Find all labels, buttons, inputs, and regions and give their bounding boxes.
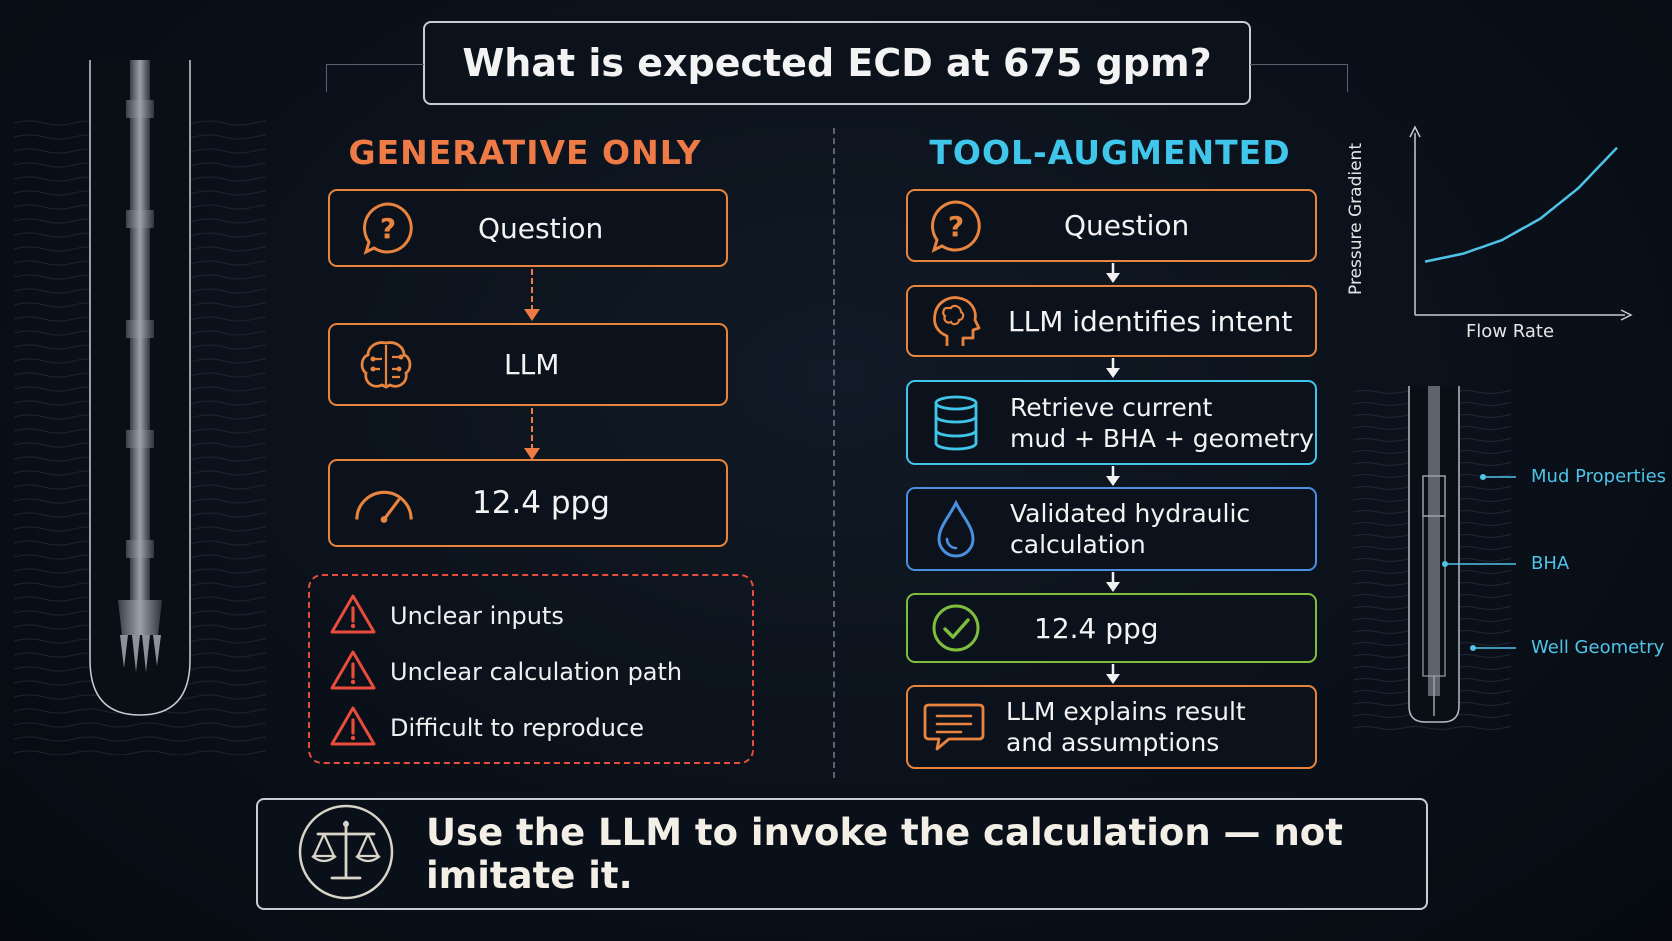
svg-text:?: ? (380, 212, 396, 245)
question-bubble-icon: ? (356, 196, 420, 260)
issue-label: Difficult to reproduce (390, 714, 644, 742)
gen-arrowhead-2 (524, 448, 540, 460)
tool-calc-box: Validated hydraulic calculation (906, 487, 1317, 571)
brain-circuit-icon (354, 333, 418, 397)
callout-mud-properties: Mud Properties (1531, 466, 1667, 487)
callout-bha: BHA (1531, 553, 1570, 574)
warning-icon (330, 649, 376, 695)
gauge-icon (352, 471, 416, 535)
wellbore-callouts (1442, 474, 1516, 651)
tool-retrieve-line2: mud + BHA + geometry (1010, 423, 1314, 453)
gen-llm-box: LLM (328, 323, 728, 406)
column-divider (833, 128, 835, 778)
tool-question-box: ? Question (906, 189, 1317, 262)
warning-icon (330, 705, 376, 751)
balance-scale-icon (296, 802, 396, 906)
gen-result-label: 12.4 ppg (472, 485, 610, 521)
tool-result-label: 12.4 ppg (1034, 611, 1159, 645)
tool-arrow-5 (1106, 664, 1120, 684)
tool-calc-line2: calculation (1010, 530, 1146, 559)
chart-xlabel: Flow Rate (1465, 321, 1555, 342)
tool-explain-line1: LLM explains result (1006, 697, 1246, 726)
chart-series-line (1424, 146, 1618, 263)
tool-explain-line2: and assumptions (1006, 728, 1220, 757)
warning-icon (330, 593, 376, 639)
tool-result-box: 12.4 ppg (906, 593, 1317, 663)
frame-line-right-drop (1347, 64, 1348, 92)
chart-ylabel: Pressure Gradient (1346, 143, 1366, 295)
droplet-icon (924, 497, 988, 561)
frame-line-left-drop (326, 64, 327, 92)
chart-y-arrowhead (1409, 125, 1421, 138)
svg-text:?: ? (948, 210, 964, 243)
tool-intent-label: LLM identifies intent (1008, 304, 1293, 338)
wellbore-illustration (1353, 386, 1511, 731)
takeaway-banner: Use the LLM to invoke the calculation — … (256, 798, 1428, 910)
check-circle-icon (924, 596, 988, 660)
issue-item: Unclear calculation path (330, 644, 752, 700)
gen-result-box: 12.4 ppg (328, 459, 728, 547)
database-icon (924, 391, 988, 455)
tool-arrow-1 (1106, 263, 1120, 283)
gen-llm-label: LLM (504, 348, 560, 381)
tool-retrieve-box: Retrieve current mud + BHA + geometry (906, 380, 1317, 465)
frame-line-left (326, 64, 424, 65)
page-title: What is expected ECD at 675 gpm? (423, 21, 1251, 105)
chart-x-arrowhead (1620, 309, 1633, 321)
tool-heading: TOOL-AUGMENTED (929, 133, 1291, 172)
generative-heading: GENERATIVE ONLY (348, 133, 702, 172)
frame-line-right (1250, 64, 1348, 65)
issue-item: Difficult to reproduce (330, 700, 752, 756)
gen-arrow-2 (531, 408, 533, 450)
tool-calc-line1: Validated hydraulic (1010, 499, 1251, 528)
issue-item: Unclear inputs (330, 588, 752, 644)
head-brain-icon (922, 289, 986, 353)
question-bubble-icon: ? (924, 194, 988, 258)
gen-arrow-1 (531, 269, 533, 311)
issues-box: Unclear inputs Unclear calculation path … (308, 574, 754, 764)
drill-string-illustration (14, 60, 266, 755)
pressure-flow-chart (1409, 125, 1633, 321)
tool-arrow-3 (1106, 466, 1120, 486)
callout-well-geometry: Well Geometry (1531, 637, 1665, 658)
tool-retrieve-line1: Retrieve current (1010, 392, 1213, 422)
gen-question-label: Question (478, 211, 604, 245)
tool-intent-box: LLM identifies intent (906, 285, 1317, 357)
tool-explain-box: LLM explains result and assumptions (906, 685, 1317, 769)
tool-arrow-2 (1106, 358, 1120, 378)
issue-label: Unclear calculation path (390, 658, 683, 686)
chat-bubble-icon (922, 695, 986, 759)
issue-label: Unclear inputs (390, 602, 564, 630)
takeaway-text: Use the LLM to invoke the calculation — … (426, 811, 1343, 897)
gen-question-box: ? Question (328, 189, 728, 267)
tool-question-label: Question (1064, 209, 1190, 242)
tool-arrow-4 (1106, 572, 1120, 592)
gen-arrowhead-1 (524, 309, 540, 321)
